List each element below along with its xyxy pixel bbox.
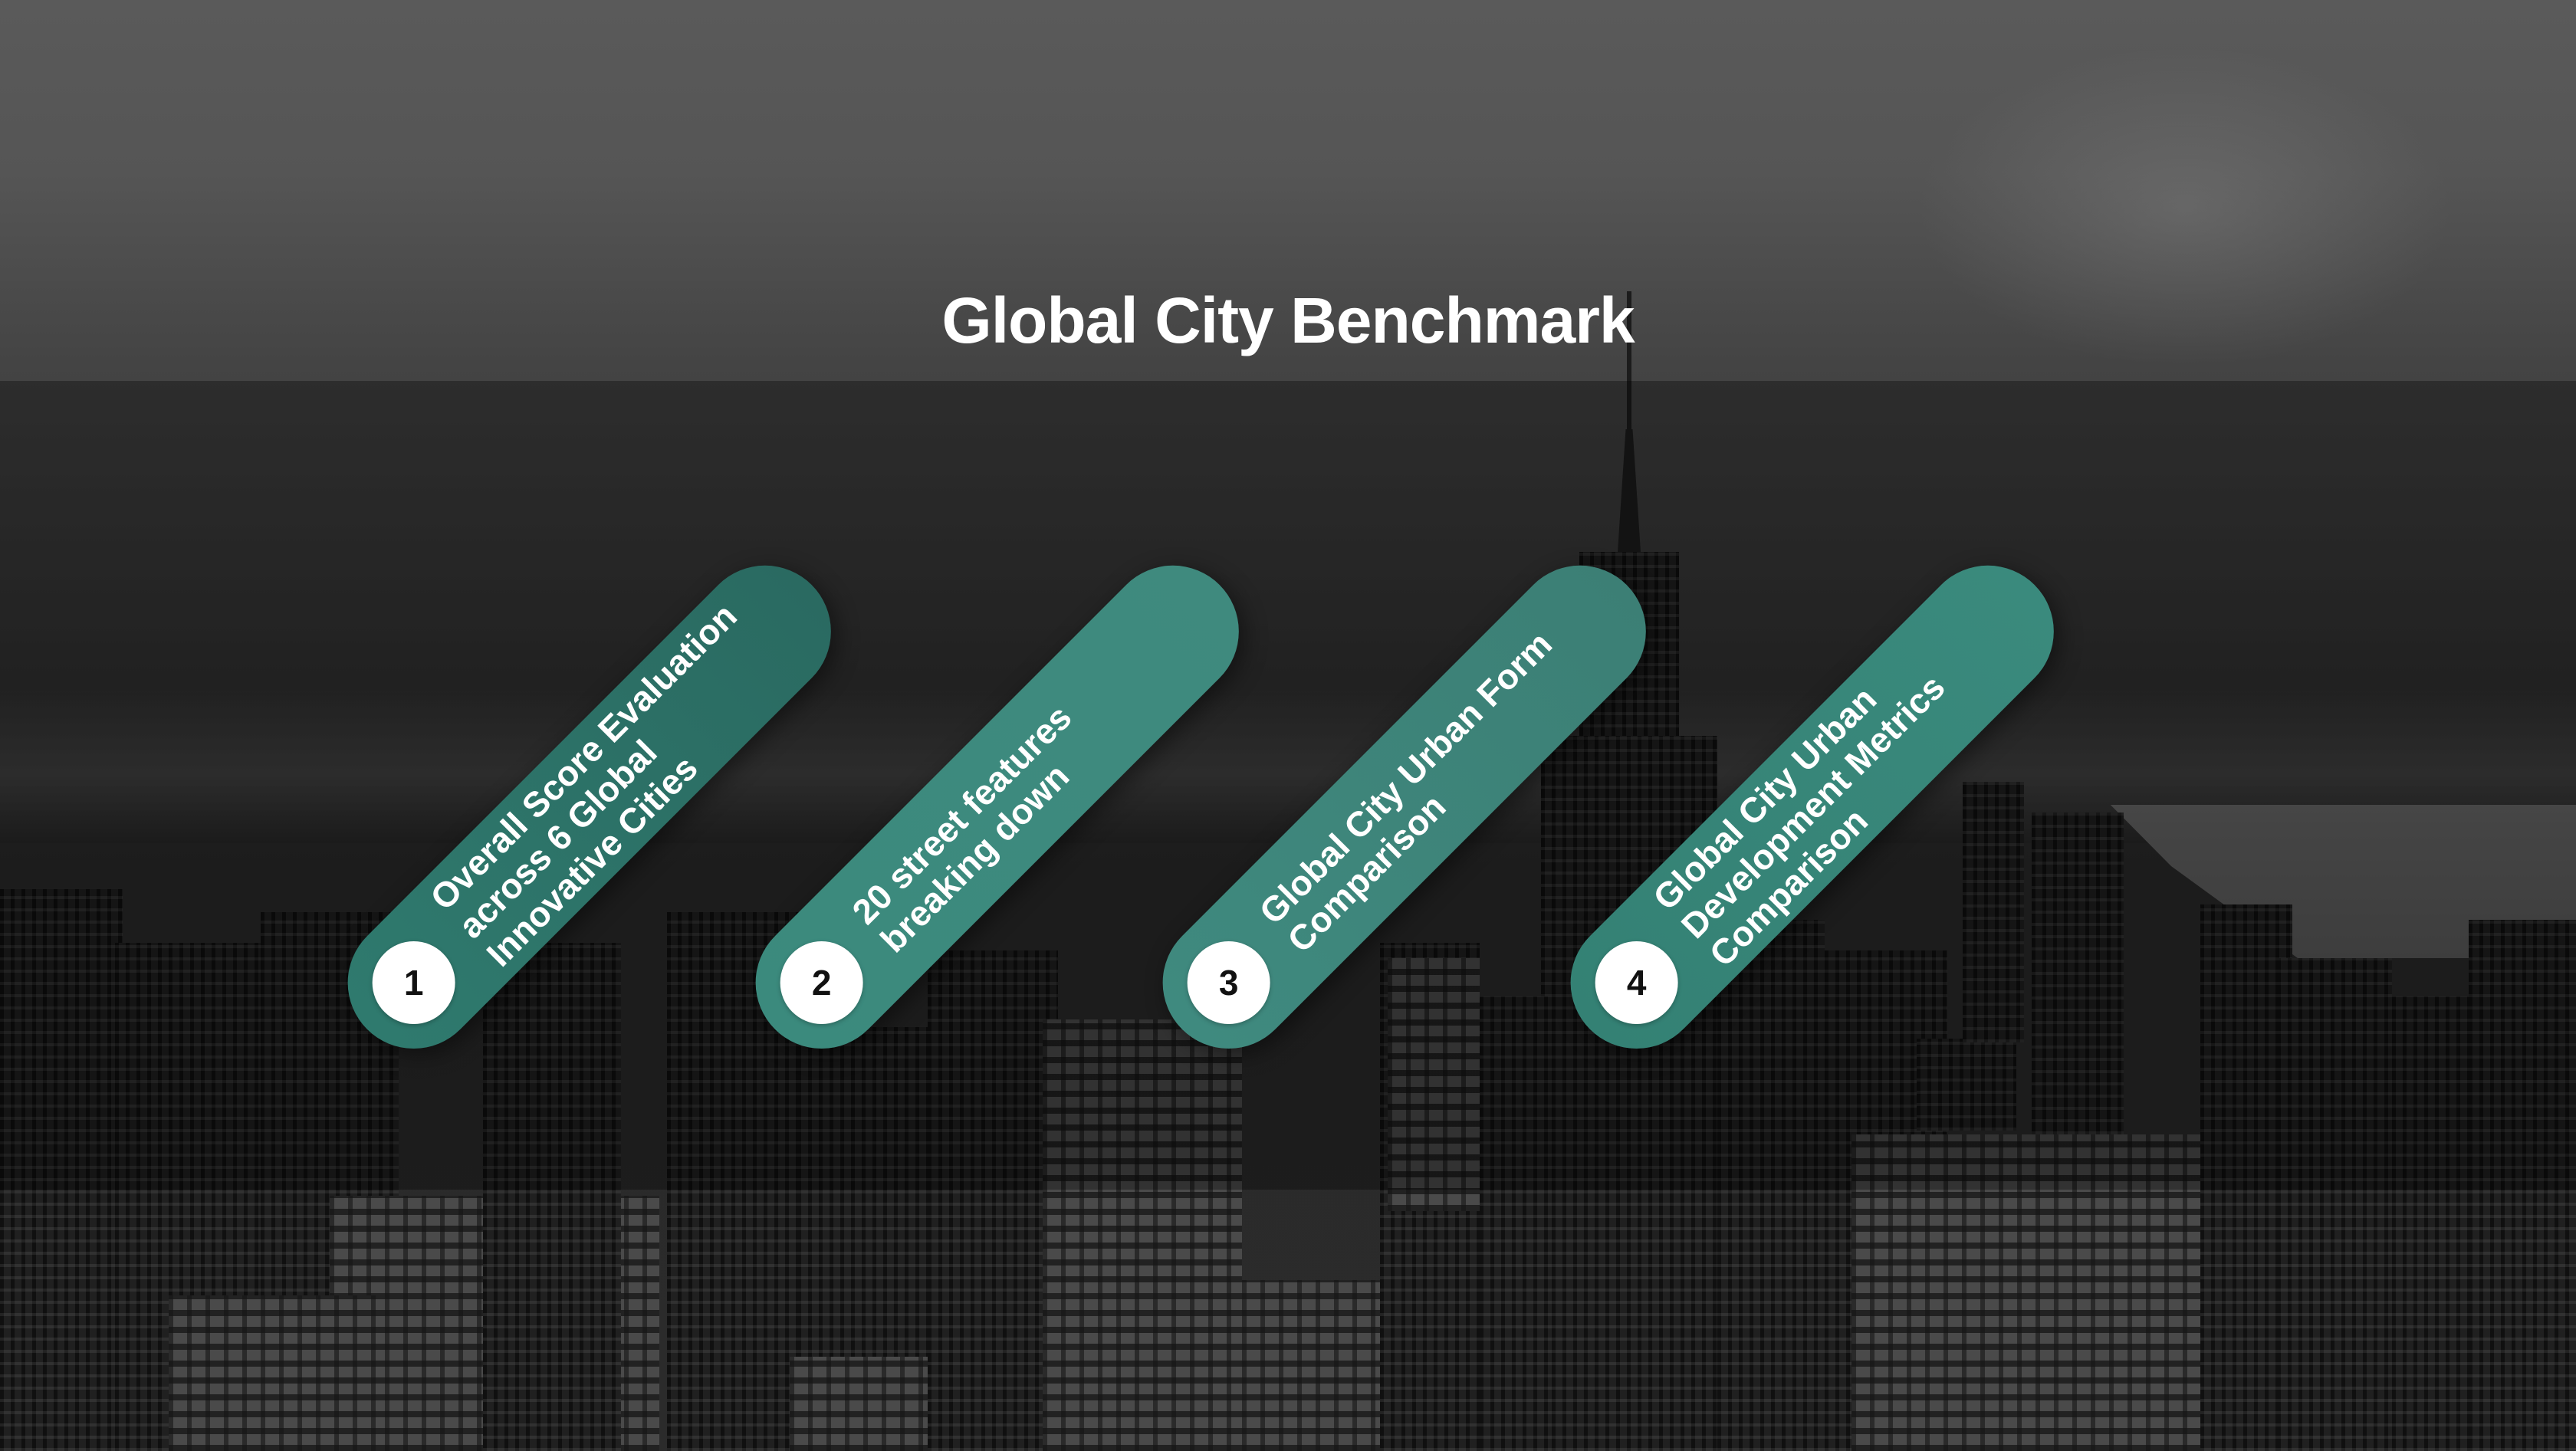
building [1480,996,1549,1451]
building [0,889,123,1451]
sky-cloud [1917,46,2453,368]
item-number: 1 [403,963,424,1003]
page-title: Global City Benchmark [941,284,1635,356]
overlay-band [0,381,2576,1190]
building [2032,812,2124,1134]
building [169,1295,376,1451]
number-badge: 2 [780,941,863,1024]
building [1717,920,1825,1451]
antenna [1627,291,1631,445]
building [2469,920,2576,1451]
item-number: 3 [1218,963,1239,1003]
building [1043,1019,1242,1451]
building [1388,958,1480,1211]
building [928,950,1058,1451]
item-number: 4 [1626,963,1647,1003]
number-badge: 1 [372,941,455,1024]
building [483,943,621,1451]
number-badge: 4 [1595,941,1678,1024]
number-badge: 3 [1187,941,1270,1024]
building [1917,1039,2016,1131]
item-number: 2 [811,963,832,1003]
building [2277,958,2392,1451]
building [2392,996,2469,1451]
building [1963,782,2024,1042]
building [790,1357,928,1451]
